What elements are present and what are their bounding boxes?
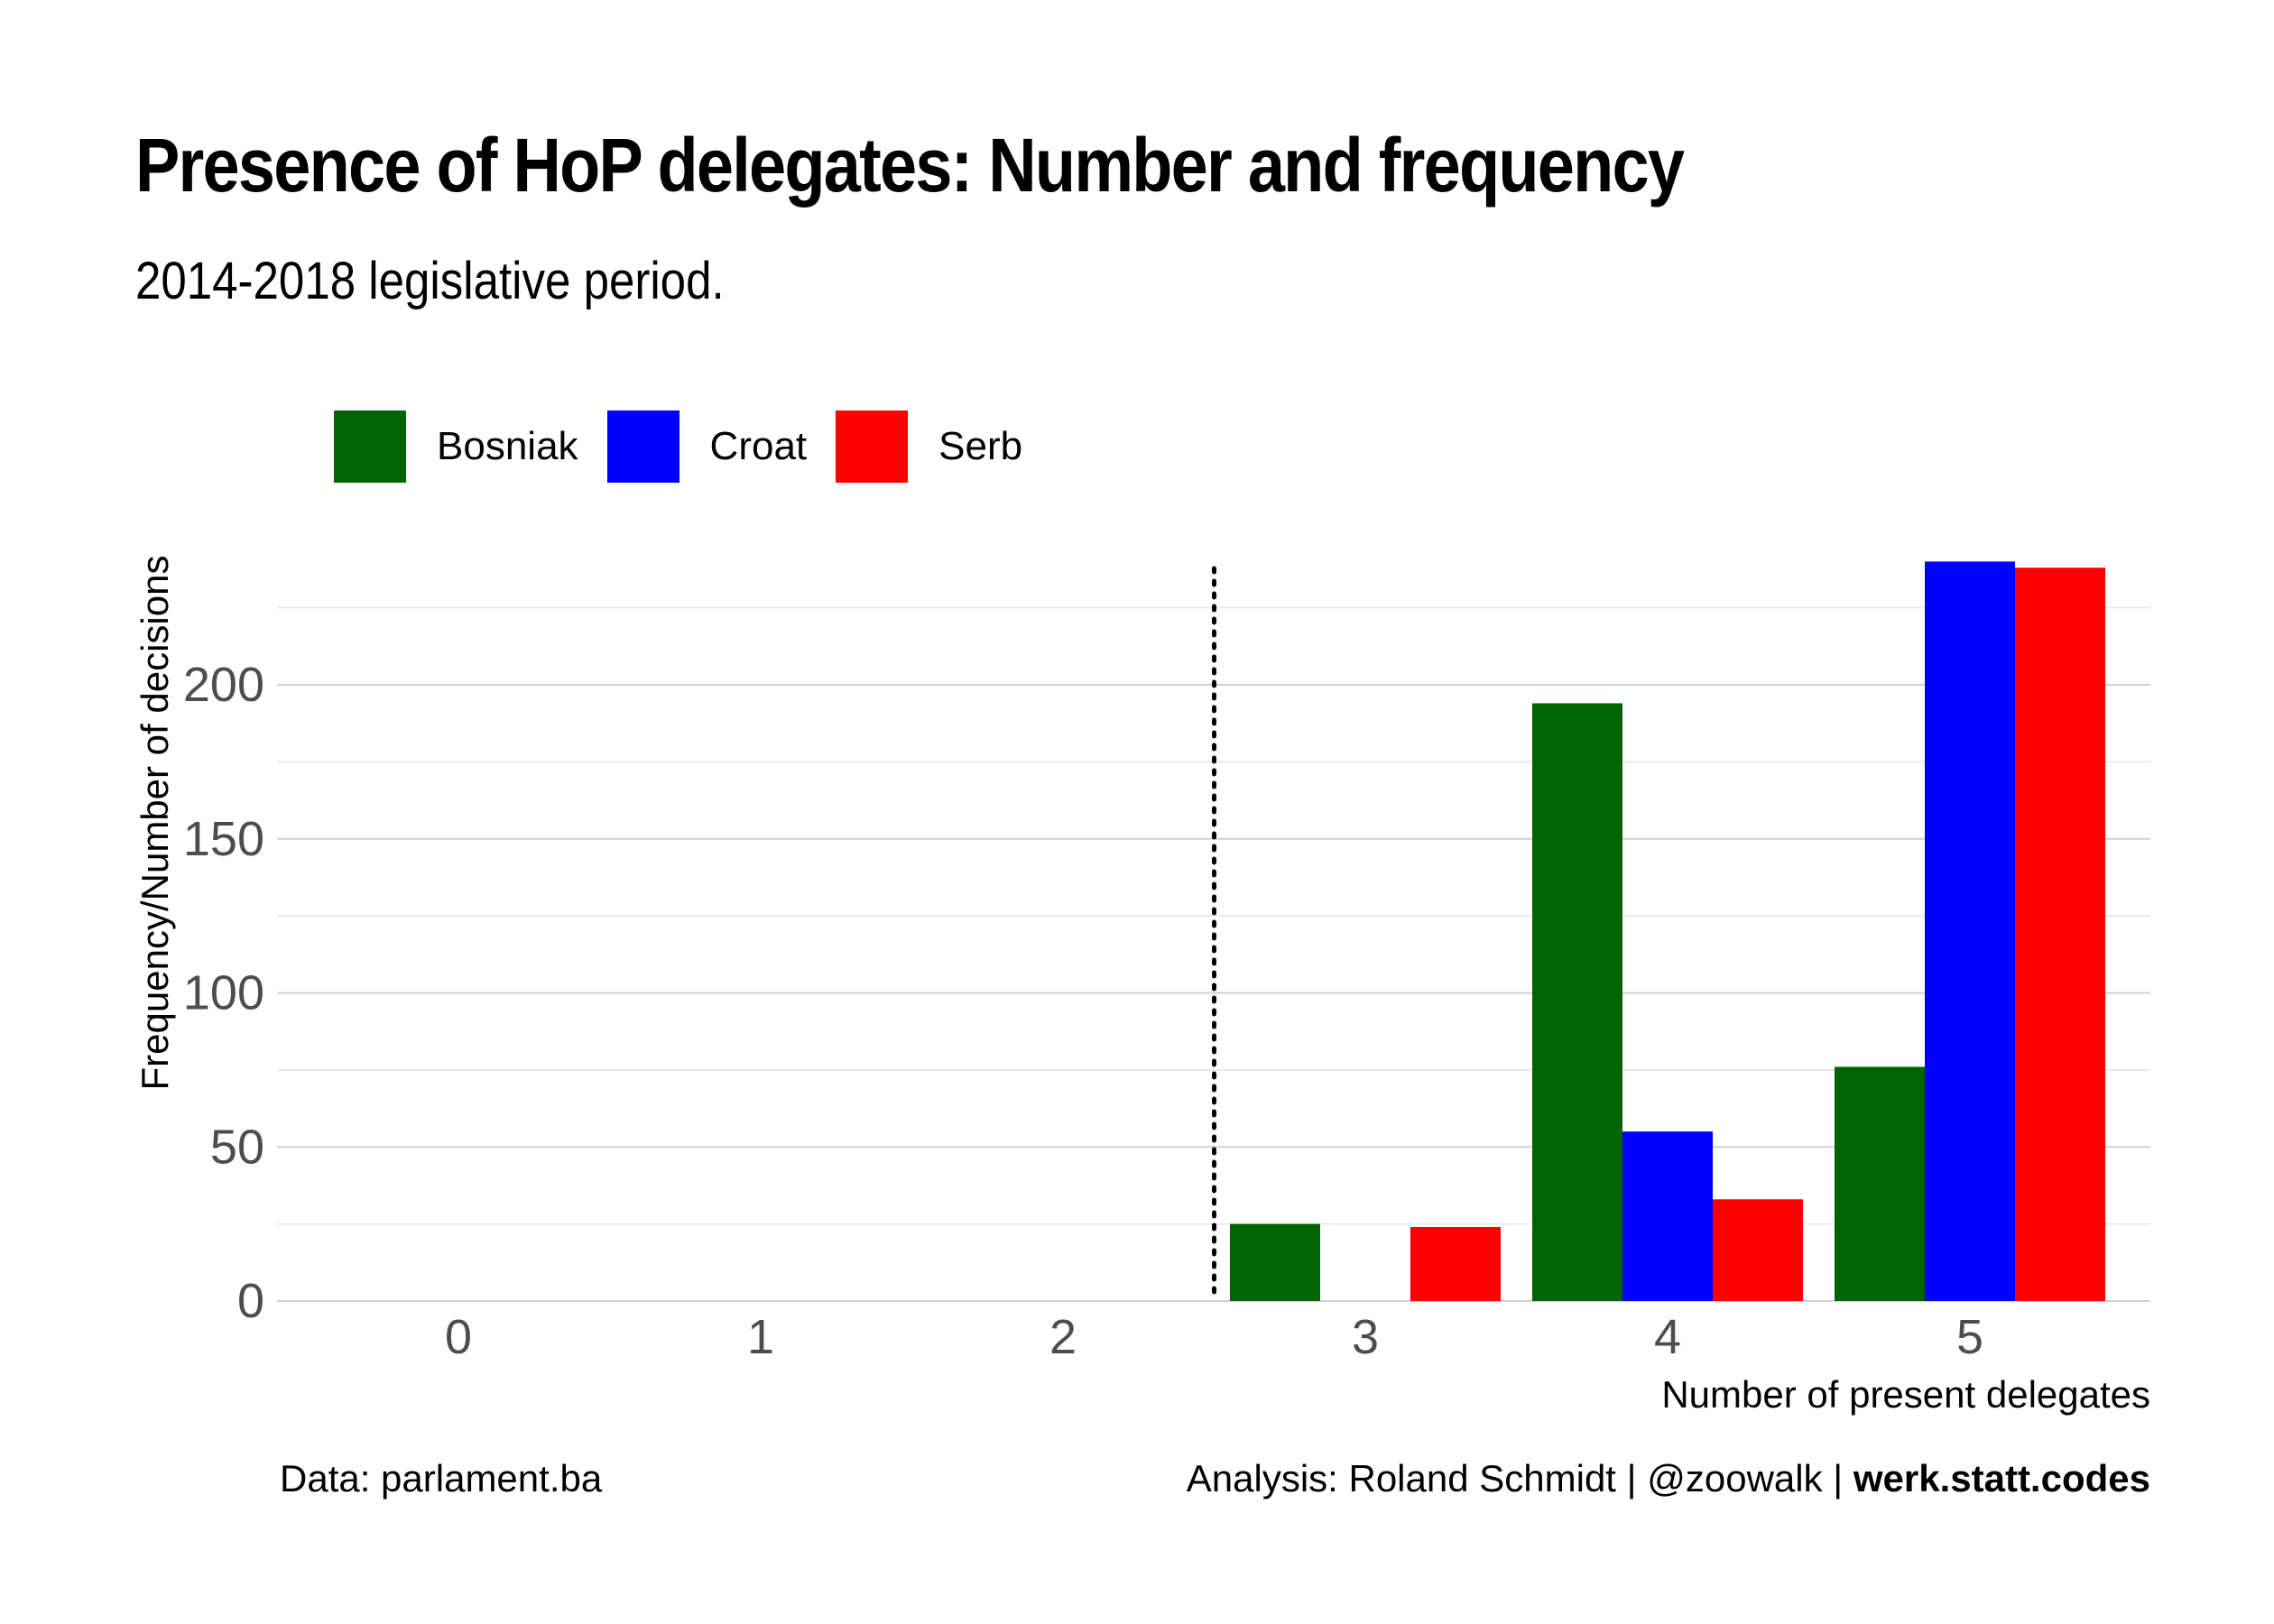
y-tick-label: 100 (183, 966, 264, 1020)
y-tick-label: 0 (237, 1274, 264, 1328)
y-tick-label: 50 (210, 1120, 264, 1174)
bar-croat-4 (1622, 1131, 1713, 1301)
x-tick-label: 1 (747, 1310, 774, 1364)
x-tick-label: 4 (1654, 1310, 1681, 1364)
caption-credits: Analysis: Roland Schmidt | @zoowalk | we… (1187, 1457, 2150, 1500)
legend-item-croat: Croat (606, 411, 808, 483)
x-tick-label: 5 (1956, 1310, 1983, 1364)
bar-serb-4 (1713, 1199, 1803, 1301)
y-tick-labels: 0 50 100 150 200 (183, 658, 264, 1328)
bar-bosniak-4 (1532, 703, 1622, 1301)
bar-serb-5 (2015, 567, 2105, 1301)
bar-croat-5 (1925, 561, 2015, 1301)
legend-item-bosniak: Bosniak (334, 411, 578, 483)
x-tick-label: 0 (445, 1310, 472, 1364)
x-tick-label: 3 (1352, 1310, 1379, 1364)
legend-swatch-bosniak (334, 411, 406, 483)
legend-swatch-serb (836, 411, 909, 483)
legend-label-bosniak: Bosniak (437, 424, 578, 468)
y-tick-label: 150 (183, 812, 264, 866)
caption-credits-text: Analysis: Roland Schmidt | @zoowalk | (1186, 1457, 1853, 1499)
chart-title: Presence of HoP delegates: Number and fr… (135, 123, 1685, 208)
x-tick-labels: 0 1 2 3 4 5 (445, 1310, 1983, 1364)
legend: Bosniak Croat Serb (334, 411, 1051, 483)
y-tick-label: 200 (183, 658, 264, 712)
x-tick-label: 2 (1049, 1310, 1077, 1364)
chart-subtitle: 2014-2018 legislative period. (135, 252, 725, 310)
legend-item-serb: Serb (836, 411, 1022, 483)
bar-bosniak-5 (1835, 1066, 1925, 1301)
legend-label-serb: Serb (938, 424, 1023, 468)
bar-serb-3 (1410, 1227, 1501, 1301)
legend-swatch-croat (606, 411, 679, 483)
legend-label-croat: Croat (709, 424, 808, 468)
y-axis-title: Frequency/Number of decisions (134, 556, 176, 1091)
bar-bosniak-3 (1230, 1223, 1320, 1301)
bars (1230, 561, 2105, 1301)
caption-data-source: Data: parlament.ba (280, 1457, 603, 1499)
x-axis-title: Number of present delegates (1661, 1373, 2150, 1416)
caption-website: werk.statt.codes (1853, 1457, 2150, 1499)
